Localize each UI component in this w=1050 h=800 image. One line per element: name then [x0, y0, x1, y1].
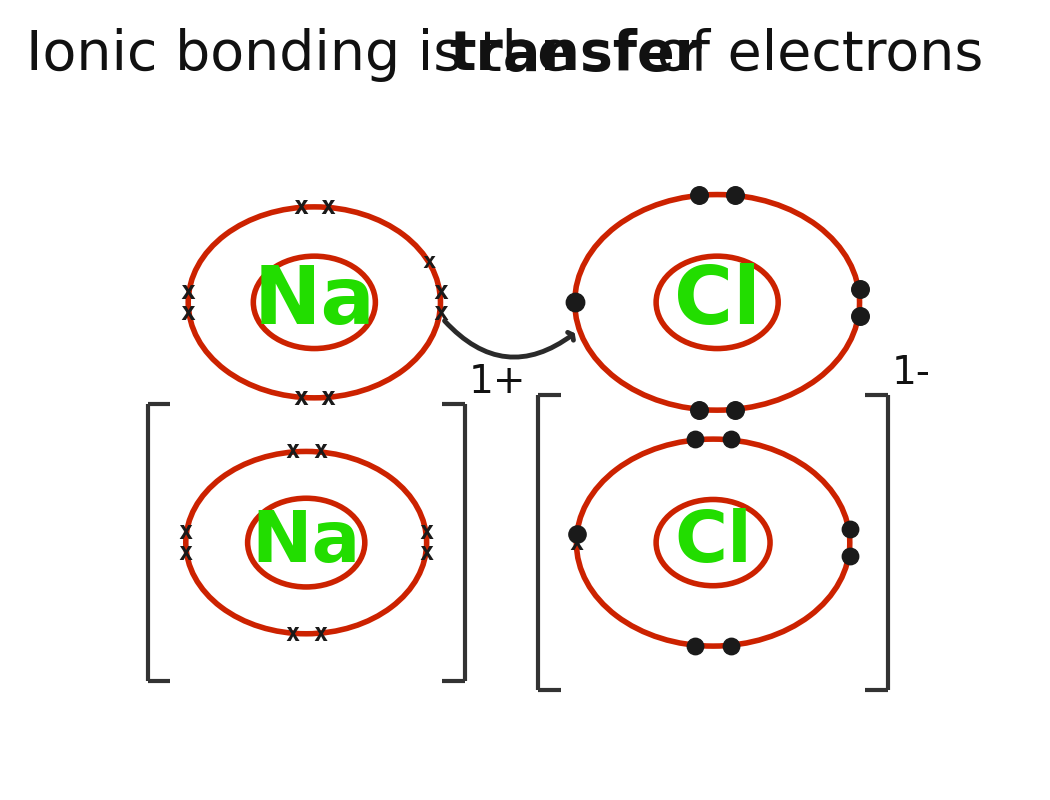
Text: x: x: [420, 541, 434, 565]
Text: 1-: 1-: [892, 354, 931, 392]
Point: [841, 550, 858, 562]
Point: [691, 188, 708, 201]
Text: x: x: [178, 520, 193, 544]
Text: x: x: [569, 530, 584, 554]
Text: Na: Na: [252, 508, 361, 577]
Text: x: x: [286, 622, 299, 646]
Point: [852, 282, 868, 295]
Text: x: x: [313, 622, 328, 646]
Text: of electrons: of electrons: [638, 28, 983, 82]
Text: x: x: [320, 195, 336, 219]
Point: [722, 640, 739, 653]
Text: Cl: Cl: [674, 508, 752, 577]
Text: x: x: [178, 541, 193, 565]
Point: [566, 296, 583, 309]
Point: [722, 433, 739, 446]
Text: Na: Na: [253, 263, 375, 342]
Text: x: x: [313, 439, 328, 463]
Text: x: x: [293, 195, 308, 219]
Point: [841, 522, 858, 535]
Point: [727, 404, 743, 417]
Text: Cl: Cl: [674, 263, 760, 342]
Text: x: x: [181, 301, 195, 325]
Point: [687, 433, 704, 446]
Text: x: x: [286, 439, 299, 463]
Text: x: x: [293, 386, 308, 410]
Text: x: x: [320, 386, 336, 410]
Text: x: x: [422, 252, 436, 272]
Text: x: x: [181, 280, 195, 304]
Point: [727, 188, 743, 201]
Point: [691, 404, 708, 417]
Text: 1+: 1+: [469, 363, 526, 401]
Text: x: x: [433, 280, 448, 304]
Point: [852, 310, 868, 322]
Text: x: x: [420, 520, 434, 544]
Text: x: x: [433, 301, 448, 325]
Text: transfer: transfer: [449, 28, 702, 82]
Point: [568, 527, 585, 540]
Text: Ionic bonding is the: Ionic bonding is the: [26, 28, 589, 82]
Point: [687, 640, 704, 653]
